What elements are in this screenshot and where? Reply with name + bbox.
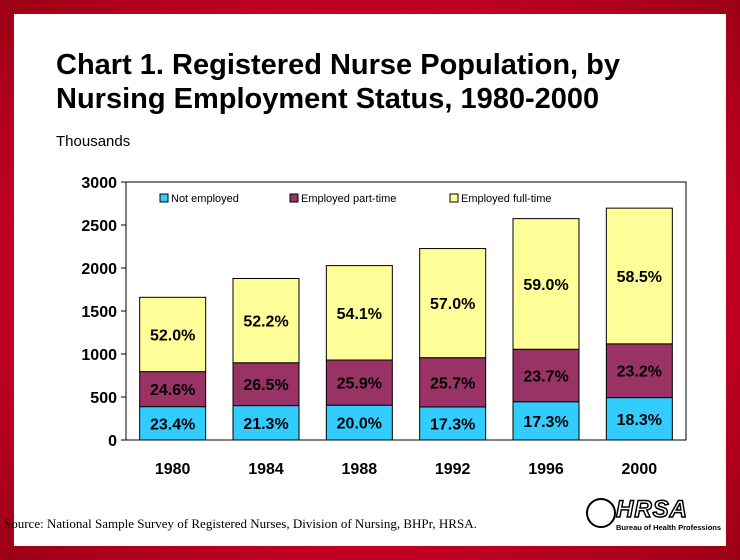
data-label: 18.3% — [617, 412, 662, 429]
bar-segment — [419, 248, 487, 359]
chart-title-line-1: Chart 1. Registered Nurse Population, by — [56, 49, 620, 81]
logo-wordmark: HRSA — [615, 495, 689, 524]
data-label: 20.0% — [337, 416, 382, 433]
bar-segment — [605, 397, 673, 441]
y-tick-label: 500 — [90, 390, 117, 407]
hrsa-logo: HRSA Bureau of Health Professions — [586, 495, 721, 532]
bar-segment — [512, 348, 580, 403]
x-tick-label: 1996 — [528, 461, 564, 478]
data-label: 57.0% — [430, 296, 475, 313]
legend-swatch — [449, 193, 459, 203]
y-tick-label: 3000 — [81, 175, 117, 192]
data-label: 54.1% — [337, 306, 382, 323]
bar-segment — [419, 406, 487, 441]
bar-segment — [419, 357, 487, 408]
data-label: 23.4% — [150, 416, 195, 433]
data-label: 24.6% — [150, 382, 195, 399]
data-label: 52.2% — [243, 314, 288, 331]
chart-title-line-2: Nursing Employment Status, 1980-2000 — [56, 83, 600, 115]
bar-segment — [325, 265, 393, 361]
x-tick-label: 1988 — [342, 461, 378, 478]
y-tick-label: 0 — [108, 433, 117, 450]
logo-tagline: Bureau of Health Professions — [616, 523, 722, 532]
x-tick-label: 1992 — [435, 461, 471, 478]
bar-segment — [605, 207, 673, 345]
legend-swatch — [289, 193, 299, 203]
hhs-seal-icon — [586, 498, 616, 528]
bar-segment — [512, 218, 580, 350]
data-label: 25.9% — [337, 376, 382, 393]
y-tick-label: 1500 — [81, 304, 117, 321]
plot-area — [125, 181, 687, 441]
legend-label: Not employed — [171, 193, 239, 205]
data-label: 26.5% — [243, 377, 288, 394]
data-label: 25.7% — [430, 375, 475, 392]
bar-segment — [232, 405, 300, 441]
legend-label: Employed part-time — [301, 193, 396, 205]
legend-swatch — [159, 193, 169, 203]
bar-segment — [325, 359, 393, 406]
y-tick-label: 1000 — [81, 347, 117, 364]
chart-title: Chart 1. Registered Nurse Population, by… — [56, 48, 696, 116]
y-axis-label: Thousands — [56, 133, 131, 150]
data-label: 21.3% — [243, 416, 288, 433]
data-label: 52.0% — [150, 327, 195, 344]
data-label: 23.2% — [617, 364, 662, 381]
bar-segment — [232, 277, 300, 364]
x-tick-label: 2000 — [622, 461, 658, 478]
data-label: 17.3% — [523, 414, 568, 431]
data-label: 58.5% — [617, 269, 662, 286]
bar-segment — [512, 401, 580, 441]
data-label: 23.7% — [523, 369, 568, 386]
legend-label: Employed full-time — [461, 193, 551, 205]
bar-segment — [605, 343, 673, 399]
y-tick-label: 2000 — [81, 261, 117, 278]
source-note: Source: National Sample Survey of Regist… — [4, 516, 477, 531]
y-tick-label: 2500 — [81, 218, 117, 235]
bar-segment — [232, 362, 300, 407]
data-label: 59.0% — [523, 277, 568, 294]
bar-segment — [139, 296, 207, 373]
x-tick-label: 1980 — [155, 461, 191, 478]
x-tick-label: 1984 — [248, 461, 284, 478]
data-label: 17.3% — [430, 416, 475, 433]
